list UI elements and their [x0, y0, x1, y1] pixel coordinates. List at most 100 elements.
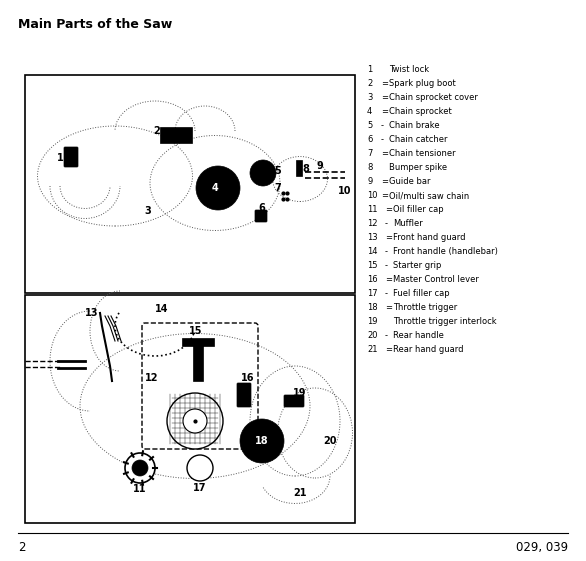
Text: 7: 7	[275, 183, 281, 193]
Text: -: -	[385, 331, 388, 340]
Text: Twist lock: Twist lock	[389, 65, 429, 74]
Text: Main Parts of the Saw: Main Parts of the Saw	[18, 18, 172, 31]
Text: 8: 8	[367, 163, 372, 172]
Text: =: =	[381, 149, 388, 158]
Text: 16: 16	[241, 373, 255, 383]
Circle shape	[132, 460, 148, 476]
Text: Chain tensioner: Chain tensioner	[389, 149, 456, 158]
Text: Throttle trigger interlock: Throttle trigger interlock	[393, 317, 496, 326]
Text: Chain sprocket: Chain sprocket	[389, 107, 452, 116]
Text: Oil filler cap: Oil filler cap	[393, 205, 444, 214]
Text: Fuel filler cap: Fuel filler cap	[393, 289, 449, 298]
Circle shape	[240, 419, 284, 463]
Text: 14: 14	[367, 247, 377, 256]
Text: 20: 20	[367, 331, 377, 340]
Text: 17: 17	[367, 289, 377, 298]
FancyBboxPatch shape	[284, 395, 304, 407]
Bar	[25, 295, 355, 523]
Text: Front handle (handlebar): Front handle (handlebar)	[393, 247, 498, 256]
Bar	[25, 75, 355, 293]
Text: 6: 6	[258, 203, 265, 213]
Text: =: =	[385, 345, 392, 354]
Text: 2: 2	[18, 541, 26, 554]
Text: 10: 10	[367, 191, 377, 200]
Text: 4: 4	[212, 183, 219, 193]
Text: 4: 4	[367, 107, 372, 116]
Text: Chain brake: Chain brake	[389, 121, 440, 130]
Text: 12: 12	[145, 373, 159, 383]
Text: =: =	[385, 233, 392, 242]
Text: 11: 11	[367, 205, 377, 214]
Text: Guide bar: Guide bar	[389, 177, 431, 186]
Text: =: =	[385, 303, 392, 312]
Text: 15: 15	[367, 261, 377, 270]
Text: 13: 13	[367, 233, 377, 242]
Text: -: -	[385, 261, 388, 270]
Text: 10: 10	[338, 186, 352, 196]
Bar	[182, 338, 214, 346]
Circle shape	[167, 393, 223, 449]
Text: 2: 2	[367, 79, 372, 88]
Text: 20: 20	[323, 436, 337, 446]
Text: =: =	[381, 177, 388, 186]
Text: Front hand guard: Front hand guard	[393, 233, 465, 242]
Text: 15: 15	[189, 326, 203, 336]
Text: 14: 14	[155, 304, 169, 314]
Text: =: =	[381, 93, 388, 102]
FancyBboxPatch shape	[255, 210, 267, 222]
Text: Master Control lever: Master Control lever	[393, 275, 479, 284]
Text: -: -	[385, 247, 388, 256]
FancyBboxPatch shape	[237, 383, 251, 407]
Text: 21: 21	[367, 345, 377, 354]
Text: 2: 2	[154, 126, 161, 136]
Text: Rear handle: Rear handle	[393, 331, 444, 340]
Text: 3: 3	[367, 93, 372, 102]
Text: -: -	[381, 121, 384, 130]
Circle shape	[125, 453, 155, 483]
Text: 19: 19	[367, 317, 377, 326]
Text: Spark plug boot: Spark plug boot	[389, 79, 456, 88]
Text: 11: 11	[133, 484, 146, 494]
Text: 7: 7	[367, 149, 372, 158]
Text: 17: 17	[193, 483, 207, 493]
Text: 5: 5	[275, 166, 281, 176]
Text: Chain catcher: Chain catcher	[389, 135, 448, 144]
Bar	[193, 341, 203, 381]
Text: Rear hand guard: Rear hand guard	[393, 345, 464, 354]
Text: 19: 19	[293, 388, 306, 398]
Text: 029, 039: 029, 039	[516, 541, 568, 554]
Text: =: =	[381, 79, 388, 88]
Text: =: =	[381, 191, 388, 200]
Text: Starter grip: Starter grip	[393, 261, 441, 270]
Text: Oil/multi saw chain: Oil/multi saw chain	[389, 191, 469, 200]
Circle shape	[187, 455, 213, 481]
Text: Bumper spike: Bumper spike	[389, 163, 447, 172]
Text: 3: 3	[145, 206, 151, 216]
Circle shape	[250, 160, 276, 186]
Text: 18: 18	[255, 436, 269, 446]
Text: 12: 12	[367, 219, 377, 228]
Text: 21: 21	[293, 488, 306, 498]
Circle shape	[196, 166, 240, 210]
Text: 1: 1	[367, 65, 372, 74]
Text: 13: 13	[85, 308, 99, 318]
Text: =: =	[385, 275, 392, 284]
Text: 9: 9	[316, 161, 323, 171]
FancyBboxPatch shape	[64, 147, 78, 167]
Text: =: =	[385, 205, 392, 214]
Circle shape	[183, 409, 207, 433]
Text: Throttle trigger: Throttle trigger	[393, 303, 457, 312]
Bar	[296, 160, 302, 176]
Text: 1: 1	[57, 153, 63, 163]
Text: 9: 9	[367, 177, 372, 186]
Text: 16: 16	[367, 275, 377, 284]
Text: 18: 18	[367, 303, 377, 312]
Text: -: -	[385, 289, 388, 298]
Text: 6: 6	[367, 135, 372, 144]
Text: -: -	[385, 219, 388, 228]
Text: 8: 8	[302, 164, 309, 174]
Text: =: =	[381, 107, 388, 116]
Text: 5: 5	[367, 121, 372, 130]
Text: -: -	[381, 135, 384, 144]
Text: Chain sprocket cover: Chain sprocket cover	[389, 93, 478, 102]
